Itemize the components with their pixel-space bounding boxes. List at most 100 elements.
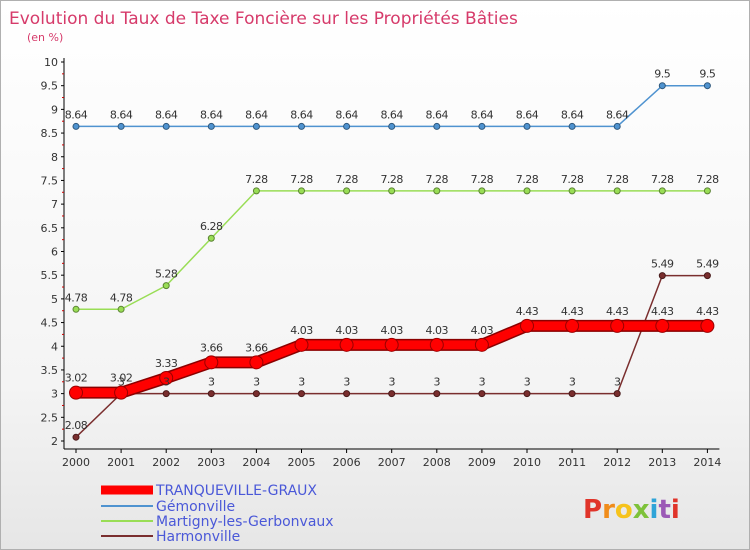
- data-label: 8.64: [245, 108, 268, 121]
- data-label: 3: [434, 376, 441, 389]
- data-label: 3: [208, 376, 215, 389]
- data-point: [523, 187, 531, 195]
- data-point: [249, 355, 264, 370]
- data-label: 3: [479, 376, 486, 389]
- x-tick-label: 2000: [62, 456, 90, 469]
- legend-label: Gémonville: [156, 499, 235, 515]
- data-point: [298, 122, 305, 130]
- data-point: [568, 187, 576, 195]
- data-label: 4.43: [696, 305, 719, 318]
- y-tick-label: 7: [51, 198, 58, 211]
- x-tick-label: 2007: [378, 456, 406, 469]
- data-point: [520, 318, 534, 333]
- data-point: [433, 390, 441, 398]
- data-point: [700, 318, 715, 333]
- data-label: 8.64: [200, 108, 223, 121]
- data-label: 8.64: [65, 108, 88, 121]
- data-label: 7.28: [516, 173, 539, 186]
- data-point: [159, 370, 174, 385]
- data-point: [568, 390, 576, 398]
- data-label: 4.43: [651, 305, 674, 318]
- data-point: [565, 318, 580, 333]
- data-point: [72, 433, 80, 441]
- data-label: 8.64: [471, 108, 494, 121]
- data-point: [658, 82, 666, 90]
- legend-label: TRANQUEVILLE-GRAUX: [155, 483, 317, 499]
- y-tick-label: 4.5: [41, 317, 59, 330]
- chart-title: Evolution du Taux de Taxe Foncière sur l…: [9, 9, 518, 29]
- data-label: 8.64: [561, 108, 584, 121]
- data-point: [474, 337, 489, 352]
- axes: 2 2.5 3 3.5 4 4.5 5 5.5 6 6.5 7 7.5 8 8.5 9 9.5 10 2000 20…: [41, 56, 722, 469]
- data-label: 7.28: [561, 173, 584, 186]
- data-label: 3: [163, 376, 170, 389]
- logo-text: Proxiti: [583, 495, 680, 525]
- data-point: [252, 390, 260, 398]
- legend-label: Martigny-les-Gerbonvaux: [156, 514, 334, 530]
- data-point: [162, 390, 170, 398]
- y-tick-label: 7.5: [41, 174, 59, 187]
- series-2: [72, 187, 711, 313]
- data-label: 3: [118, 376, 125, 389]
- proxiti-logo: Proxiti: [583, 495, 680, 525]
- data-label: 5.49: [651, 258, 674, 271]
- data-label: 4.43: [561, 305, 584, 318]
- x-tick-label: 2002: [152, 456, 180, 469]
- x-tick-label: 2005: [288, 456, 316, 469]
- x-tick-label: 2010: [513, 456, 541, 469]
- data-point: [523, 390, 531, 398]
- x-tick-label: 2009: [468, 456, 496, 469]
- data-point: [478, 187, 486, 195]
- data-label: 5.28: [155, 268, 178, 281]
- x-tick-label: 2011: [558, 456, 586, 469]
- y-tick-label: 2.5: [41, 411, 59, 424]
- data-label: 9.5: [699, 68, 715, 81]
- data-label: 4.03: [335, 324, 358, 337]
- data-label: 8.64: [426, 108, 449, 121]
- data-point: [72, 305, 80, 313]
- data-label: 8.64: [155, 108, 178, 121]
- data-point: [429, 337, 444, 352]
- data-point: [207, 390, 215, 398]
- data-label: 3.66: [200, 341, 223, 354]
- y-tick-label: 9: [51, 103, 58, 116]
- data-point: [162, 122, 170, 130]
- series-layer: [69, 82, 715, 441]
- data-point: [610, 318, 625, 333]
- data-point: [433, 187, 441, 195]
- data-label: 6.28: [200, 220, 223, 233]
- data-label: 8.64: [516, 108, 539, 121]
- data-point: [523, 122, 531, 130]
- data-point: [478, 122, 486, 130]
- data-point: [294, 337, 309, 352]
- data-label: 3: [298, 376, 305, 389]
- data-label: 9.5: [654, 68, 670, 81]
- data-labels: 8.64 8.64 8.64 8.64 8.64 8.64 8.64 8.64 8.64 8.64…: [65, 68, 720, 433]
- y-tick-label: 6: [51, 246, 58, 259]
- y-tick-label: 2: [51, 435, 58, 448]
- data-label: 7.28: [290, 173, 313, 186]
- data-label: 8.64: [380, 108, 403, 121]
- data-label: 4.78: [65, 291, 88, 304]
- y-tick-label: 8.5: [41, 127, 59, 140]
- data-point: [72, 122, 80, 130]
- data-point: [69, 385, 83, 400]
- data-label: 3: [614, 376, 621, 389]
- data-label: 7.28: [696, 173, 719, 186]
- data-point: [388, 187, 396, 195]
- data-point: [252, 122, 260, 130]
- data-label: 7.28: [245, 173, 268, 186]
- data-point: [613, 122, 621, 130]
- data-label: 7.28: [471, 173, 494, 186]
- data-label: 3.66: [245, 341, 268, 354]
- series-0: [69, 318, 715, 400]
- data-label: 8.64: [110, 108, 133, 121]
- x-tick-label: 2013: [648, 456, 676, 469]
- y-tick-label: 9.5: [41, 80, 59, 93]
- x-tick-label: 2012: [603, 456, 631, 469]
- series-1: [72, 82, 711, 130]
- data-point: [117, 122, 125, 130]
- data-label: 4.03: [380, 324, 403, 337]
- data-label: 4.03: [426, 324, 449, 337]
- data-point: [655, 318, 670, 333]
